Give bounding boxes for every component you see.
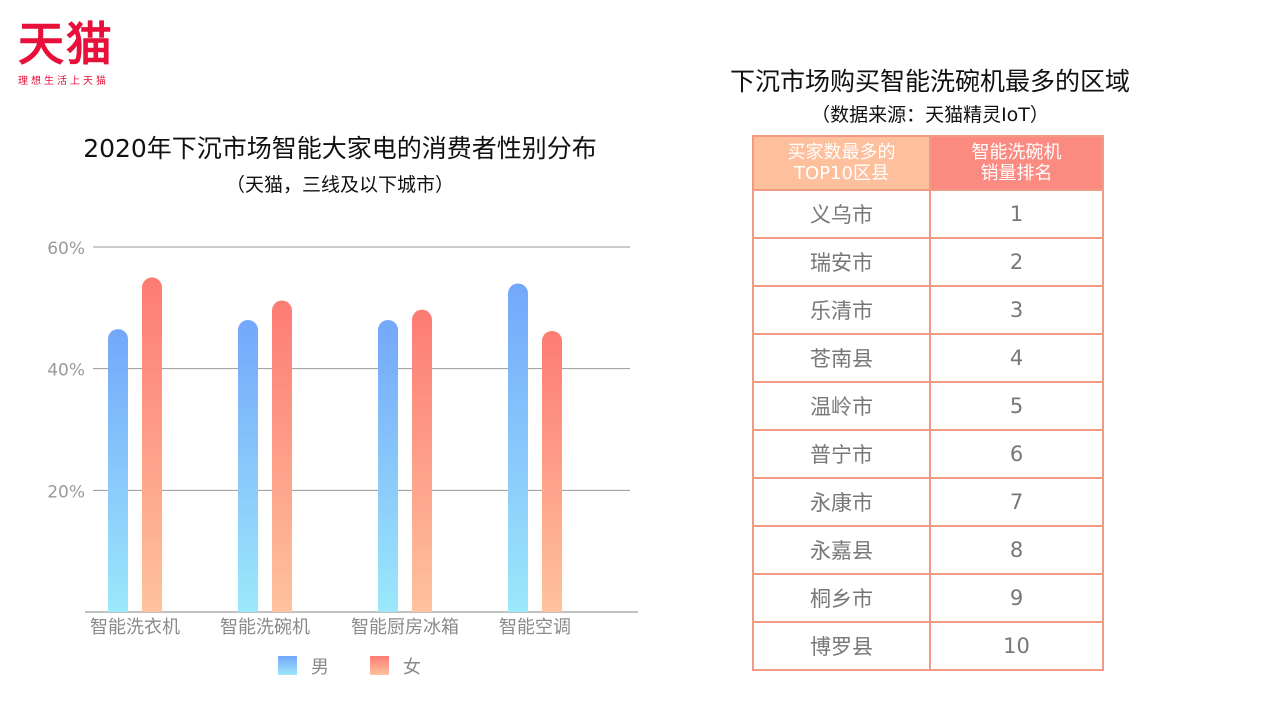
bar-male (378, 320, 398, 612)
table-row: 义乌市 1 (752, 189, 1104, 239)
table-subtitle: （数据来源：天猫精灵IoT） (811, 104, 1049, 126)
region-cell: 永康市 (752, 477, 931, 527)
tmall-logo: 天猫 理想生活上天猫 (18, 18, 138, 87)
legend-swatch (278, 656, 297, 675)
table-row: 温岭市 5 (752, 381, 1104, 431)
region-cell: 苍南县 (752, 333, 931, 383)
rank-cell: 7 (929, 477, 1104, 527)
region-cell: 瑞安市 (752, 237, 931, 287)
x-tick-label: 智能空调 (499, 617, 571, 638)
header-rank-line1: 智能洗碗机 (971, 142, 1062, 163)
legend-swatch (370, 656, 389, 675)
chart-subtitle: （天猫，三线及以下城市） (225, 174, 454, 196)
region-ranking-table: 买家数最多的 TOP10区县 智能洗碗机 销量排名 义乌市 1 瑞安市 2 乐清市 3 苍南… (752, 135, 1104, 671)
rank-cell: 9 (929, 573, 1104, 623)
rank-cell: 1 (929, 189, 1104, 239)
bar-male (238, 320, 258, 612)
region-cell: 博罗县 (752, 621, 931, 671)
bar-female (542, 330, 562, 612)
table-row: 永嘉县 8 (752, 525, 1104, 575)
rank-cell: 6 (929, 429, 1104, 479)
header-region-line2: TOP10区县 (794, 163, 889, 184)
x-tick-label: 智能洗衣机 (90, 617, 180, 638)
table-row: 瑞安市 2 (752, 237, 1104, 287)
header-rank: 智能洗碗机 销量排名 (929, 135, 1104, 191)
rank-cell: 8 (929, 525, 1104, 575)
bar-male (108, 329, 128, 612)
region-cell: 义乌市 (752, 189, 931, 239)
table-row: 桐乡市 9 (752, 573, 1104, 623)
table-row: 乐清市 3 (752, 285, 1104, 335)
y-tick-label: 40% (47, 361, 85, 381)
logo-text: 天猫 (18, 17, 114, 71)
logo-slogan: 理想生活上天猫 (18, 76, 109, 87)
table-title: 下沉市场购买智能洗碗机最多的区域 (729, 67, 1130, 96)
table-row: 博罗县 10 (752, 621, 1104, 671)
region-cell: 温岭市 (752, 381, 931, 431)
table-header-row: 买家数最多的 TOP10区县 智能洗碗机 销量排名 (752, 135, 1104, 191)
region-cell: 乐清市 (752, 285, 931, 335)
x-tick-label: 智能厨房冰箱 (351, 617, 459, 638)
table-row: 普宁市 6 (752, 429, 1104, 479)
table-row: 苍南县 4 (752, 333, 1104, 383)
rank-cell: 10 (929, 621, 1104, 671)
chart-title: 2020年下沉市场智能大家电的消费者性别分布 (83, 134, 597, 163)
rank-cell: 5 (929, 381, 1104, 431)
region-cell: 桐乡市 (752, 573, 931, 623)
table-body: 义乌市 1 瑞安市 2 乐清市 3 苍南县 4 温岭市 5 普宁市 6 永康市 7 永嘉县 8 桐乡市 9 博罗县 1… (752, 189, 1104, 671)
legend-label: 女 (403, 657, 421, 678)
x-tick-label: 智能洗碗机 (220, 617, 310, 638)
bar-female (142, 277, 162, 612)
table-row: 永康市 7 (752, 477, 1104, 527)
header-rank-line2: 销量排名 (980, 163, 1053, 184)
y-tick-label: 20% (47, 482, 85, 502)
header-region-line1: 买家数最多的 (787, 142, 896, 163)
bar-female (272, 300, 292, 612)
region-cell: 永嘉县 (752, 525, 931, 575)
header-region: 买家数最多的 TOP10区县 (752, 135, 931, 191)
legend-label: 男 (311, 657, 329, 678)
bar-female (412, 309, 432, 612)
rank-cell: 2 (929, 237, 1104, 287)
rank-cell: 3 (929, 285, 1104, 335)
y-tick-label: 60% (47, 239, 85, 259)
rank-cell: 4 (929, 333, 1104, 383)
region-cell: 普宁市 (752, 429, 931, 479)
bar-male (508, 283, 528, 612)
